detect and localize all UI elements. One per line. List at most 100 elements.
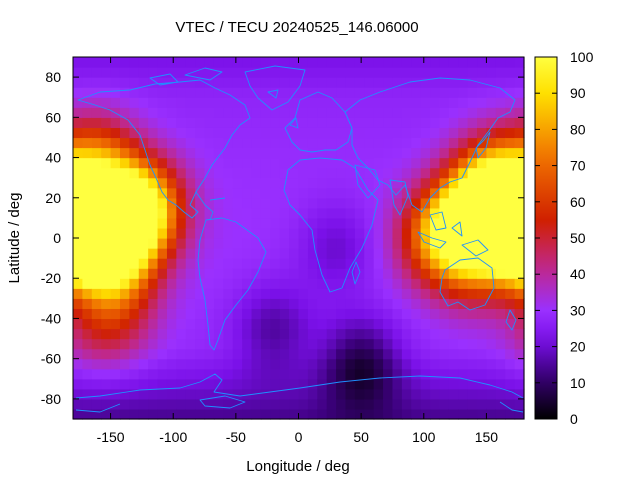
heatmap-cell: [354, 117, 365, 128]
heatmap-cell: [467, 368, 478, 380]
heatmap-cell: [157, 258, 168, 269]
heatmap-cell: [477, 197, 488, 209]
colorbar-tick-label: 0: [570, 411, 578, 427]
heatmap-cell: [138, 107, 149, 118]
heatmap-cell: [270, 288, 281, 299]
heatmap-cell: [185, 177, 196, 189]
heatmap-cell: [213, 207, 224, 219]
heatmap-cell: [411, 378, 422, 390]
heatmap-cell: [326, 87, 337, 98]
heatmap-cell: [148, 338, 159, 350]
heatmap-cell: [185, 107, 196, 118]
heatmap-cell: [383, 258, 394, 269]
heatmap-cell: [392, 368, 403, 380]
heatmap-cell: [157, 278, 168, 289]
heatmap-cell: [232, 107, 243, 118]
heatmap-cell: [505, 207, 516, 219]
heatmap-cell: [223, 398, 234, 410]
heatmap-cell: [232, 378, 243, 390]
heatmap-cell: [129, 117, 140, 128]
heatmap-cell: [185, 167, 196, 179]
heatmap-cell: [392, 278, 403, 289]
heatmap-cell: [317, 408, 328, 420]
heatmap-cell: [166, 328, 177, 340]
heatmap-cell: [289, 248, 300, 259]
heatmap-cell: [467, 278, 478, 289]
heatmap-cell: [101, 77, 112, 88]
heatmap-cell: [392, 127, 403, 139]
heatmap-cell: [514, 348, 525, 360]
heatmap-cell: [439, 298, 450, 309]
heatmap-cell: [251, 177, 262, 189]
heatmap-cell: [430, 167, 441, 179]
heatmap-cell: [166, 298, 177, 309]
heatmap-cell: [91, 338, 102, 350]
heatmap-cell: [223, 147, 234, 159]
heatmap-cell: [242, 268, 253, 279]
heatmap-cell: [401, 288, 412, 299]
heatmap-cell: [148, 87, 159, 98]
heatmap-cell: [439, 167, 450, 179]
heatmap-cell: [195, 77, 206, 88]
heatmap-cell: [213, 308, 224, 320]
heatmap-cell: [364, 308, 375, 320]
heatmap-cell: [298, 388, 309, 400]
heatmap-cell: [204, 207, 215, 219]
heatmap-cell: [430, 207, 441, 219]
heatmap-cell: [166, 137, 177, 149]
heatmap-cell: [505, 238, 516, 249]
heatmap-cell: [251, 308, 262, 320]
heatmap-cell: [119, 57, 130, 68]
heatmap-cell: [458, 177, 469, 189]
heatmap-cell: [157, 408, 168, 420]
heatmap-cell: [392, 238, 403, 249]
heatmap-cell: [317, 217, 328, 229]
heatmap-cell: [157, 388, 168, 400]
heatmap-cell: [195, 258, 206, 269]
heatmap-cell: [166, 258, 177, 269]
heatmap-cell: [336, 318, 347, 330]
heatmap-cell: [101, 87, 112, 98]
heatmap-cell: [232, 147, 243, 159]
heatmap-cell: [242, 398, 253, 410]
heatmap-cell: [119, 97, 130, 108]
heatmap-cell: [91, 167, 102, 179]
heatmap-cell: [298, 187, 309, 199]
heatmap-cell: [439, 137, 450, 149]
heatmap-cell: [420, 268, 431, 279]
heatmap-cell: [213, 167, 224, 179]
heatmap-cell: [514, 408, 525, 420]
heatmap-cell: [119, 368, 130, 380]
heatmap-cell: [101, 318, 112, 330]
heatmap-cell: [326, 207, 337, 219]
heatmap-cell: [119, 187, 130, 199]
heatmap-cell: [486, 147, 497, 159]
heatmap-cell: [73, 318, 83, 330]
heatmap-cell: [458, 348, 469, 360]
heatmap-cell: [364, 248, 375, 259]
heatmap-cell: [430, 127, 441, 139]
heatmap-cell: [82, 117, 93, 128]
heatmap-cell: [110, 157, 121, 169]
heatmap-cell: [289, 268, 300, 279]
heatmap-cell: [317, 308, 328, 320]
heatmap-cell: [336, 207, 347, 219]
heatmap-cell: [157, 127, 168, 139]
heatmap-cell: [204, 318, 215, 330]
heatmap-cell: [157, 268, 168, 279]
heatmap-cell: [467, 288, 478, 299]
heatmap-cell: [223, 368, 234, 380]
heatmap-cell: [204, 117, 215, 128]
heatmap-cell: [420, 318, 431, 330]
heatmap-cell: [91, 157, 102, 169]
heatmap-cell: [91, 97, 102, 108]
heatmap-cell: [411, 258, 422, 269]
heatmap-cell: [420, 378, 431, 390]
heatmap-cell: [260, 107, 271, 118]
heatmap-cell: [195, 217, 206, 229]
heatmap-cell: [401, 298, 412, 309]
heatmap-cell: [223, 57, 234, 68]
heatmap-cell: [148, 328, 159, 340]
heatmap-cell: [458, 67, 469, 78]
heatmap-cell: [138, 97, 149, 108]
